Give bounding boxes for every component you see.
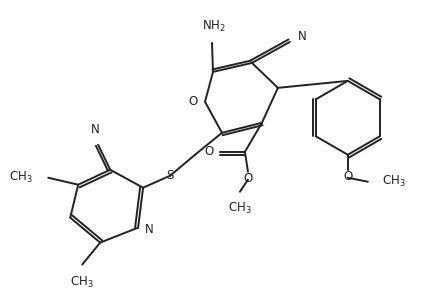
Text: S: S <box>166 169 174 182</box>
Text: CH$_3$: CH$_3$ <box>70 275 94 290</box>
Text: CH$_3$: CH$_3$ <box>382 174 405 189</box>
Text: O: O <box>205 145 214 158</box>
Text: N: N <box>145 223 154 236</box>
Text: CH$_3$: CH$_3$ <box>228 201 252 216</box>
Text: NH$_2$: NH$_2$ <box>202 19 226 34</box>
Text: N: N <box>298 31 307 44</box>
Text: O: O <box>343 170 352 183</box>
Text: CH$_3$: CH$_3$ <box>8 170 32 185</box>
Text: N: N <box>91 123 99 136</box>
Text: O: O <box>189 95 198 108</box>
Text: O: O <box>243 172 253 185</box>
